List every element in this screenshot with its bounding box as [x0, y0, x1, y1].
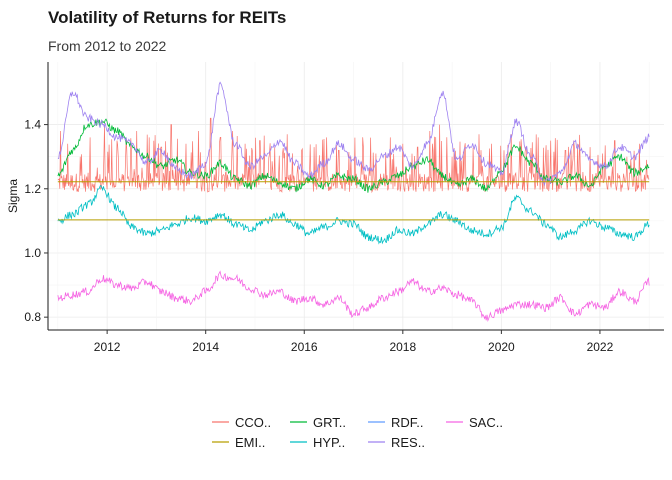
x-tick-label: 2022: [587, 340, 614, 354]
y-tick-label: 1.4: [24, 118, 41, 132]
legend-label: SAC..: [469, 415, 503, 430]
y-tick-label: 1.0: [24, 246, 41, 260]
y-tick-label: 0.8: [24, 310, 41, 324]
legend-label: GRT..: [313, 415, 346, 430]
series-line-grt: [57, 118, 650, 193]
legend-label: EMI..: [235, 435, 265, 450]
legend-label: CCO..: [235, 415, 271, 430]
x-axis-ticks: 2012 2014 2016 2018 2020 2022: [94, 330, 614, 354]
series-line-sac: [57, 270, 650, 322]
legend-label: HYP..: [313, 435, 345, 450]
chart-subtitle: From 2012 to 2022: [48, 38, 167, 54]
series-line-hyp: [57, 185, 650, 245]
y-tick-label: 1.2: [24, 182, 41, 196]
legend-label: RES..: [391, 435, 425, 450]
chart-title: Volatility of Returns for REITs: [48, 8, 287, 27]
grid-lines: [48, 62, 664, 330]
x-tick-label: 2012: [94, 340, 121, 354]
x-tick-label: 2016: [291, 340, 318, 354]
x-tick-label: 2018: [389, 340, 416, 354]
legend-label: RDF..: [391, 415, 424, 430]
series-lines: [57, 81, 650, 322]
x-tick-label: 2020: [488, 340, 515, 354]
legend: CCO.. EMI.. GRT.. HYP.. RDF.. RES.. SAC..: [212, 415, 503, 450]
x-tick-label: 2014: [192, 340, 219, 354]
series-line-res: [57, 81, 650, 187]
y-axis-ticks: 0.8 1.0 1.2 1.4: [24, 118, 48, 324]
y-axis-label: Sigma: [6, 179, 20, 213]
series-line-cco: [57, 117, 650, 194]
